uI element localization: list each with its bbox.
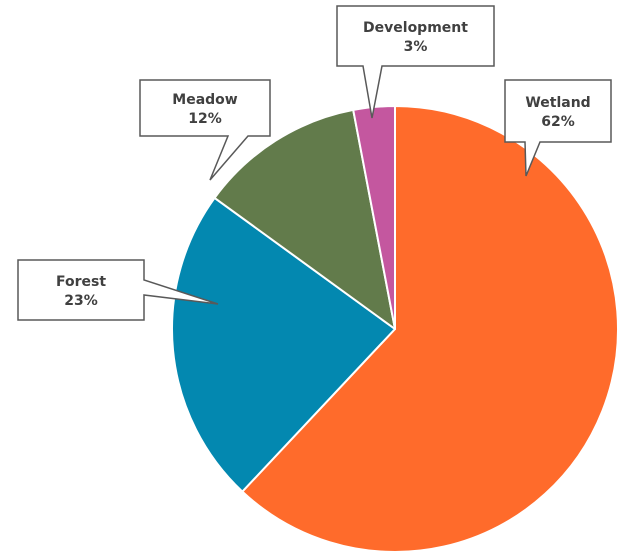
- callout-box: [504, 79, 612, 177]
- slice-percent-label: 3%: [404, 39, 428, 55]
- callout-box: [336, 5, 495, 119]
- callout-forest: Forest 23%: [17, 259, 219, 321]
- callout-box: [139, 79, 271, 181]
- slice-label: Meadow: [172, 92, 238, 108]
- slice-label: Development: [363, 20, 468, 36]
- slice-label: Wetland: [525, 95, 590, 111]
- slice-percent-label: 23%: [64, 293, 98, 309]
- pie-slice-meadow: [213, 108, 396, 330]
- callout-box: [17, 259, 219, 321]
- slice-label: Forest: [56, 274, 106, 290]
- slices-layer: [171, 105, 619, 552]
- pie-slice-forest: [171, 196, 396, 493]
- callout-wetland: Wetland 62%: [504, 79, 612, 177]
- slice-percent-label: 62%: [541, 114, 575, 130]
- slice-percent-label: 12%: [188, 111, 222, 127]
- callouts-layer: Wetland 62% Forest 23% Meadow 12% Development 3…: [17, 5, 612, 321]
- callout-development: Development 3%: [336, 5, 495, 119]
- callout-meadow: Meadow 12%: [139, 79, 271, 181]
